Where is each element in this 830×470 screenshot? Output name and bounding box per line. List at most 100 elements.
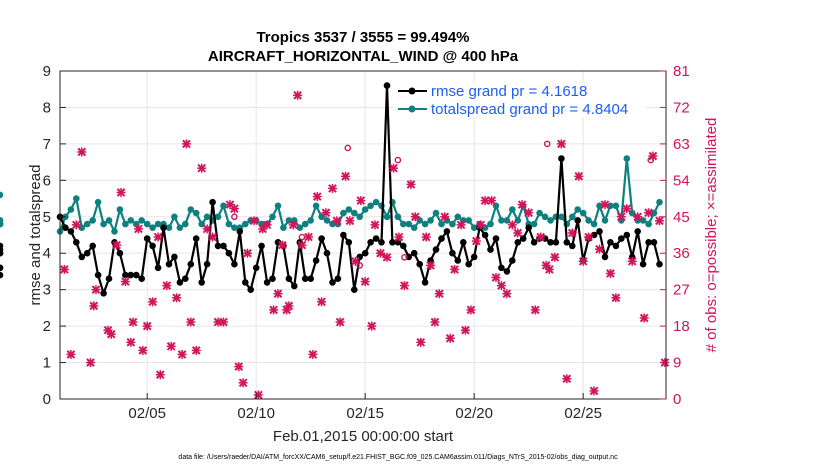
rmse-point xyxy=(122,271,129,279)
obs-assimilated-marker xyxy=(476,220,486,230)
totalspread-point xyxy=(94,198,102,206)
y-tick-label: 4 xyxy=(43,245,51,262)
y2-tick-label: 81 xyxy=(673,63,690,80)
rmse-point xyxy=(252,264,260,272)
axis-ticks xyxy=(60,70,666,400)
rmse-point xyxy=(465,260,473,268)
y-tick-label: 6 xyxy=(43,172,51,189)
y-tick-label: 9 xyxy=(43,63,51,80)
rmse-point xyxy=(0,264,4,272)
rmse-point xyxy=(73,239,80,246)
obs-assimilated-marker xyxy=(410,212,420,222)
obs-assimilated-marker xyxy=(273,289,283,299)
totalspread-point xyxy=(465,217,473,224)
totalspread-point xyxy=(421,220,429,228)
rmse-point xyxy=(443,228,451,235)
rmse-point xyxy=(312,257,320,264)
obs-assimilated-marker xyxy=(345,216,355,226)
rmse-point xyxy=(83,249,91,257)
obs-assimilated-marker xyxy=(426,260,436,270)
totalspread-point xyxy=(487,220,494,228)
rmse-point xyxy=(78,253,86,261)
totalspread-point xyxy=(231,224,238,231)
y2-tick-labels: 0 9 18 27 36 45 54 63 72 81 xyxy=(673,63,690,408)
obs-assimilated-marker xyxy=(487,196,497,206)
rmse-point xyxy=(389,239,396,246)
rmse-point xyxy=(650,239,658,246)
rmse-point xyxy=(100,290,107,297)
obs-assimilated-marker xyxy=(633,212,643,222)
x-tick-label: 02/25 xyxy=(564,405,602,422)
obs-assimilated-marker xyxy=(370,220,380,230)
rmse-point xyxy=(454,257,462,264)
totalspread-point xyxy=(301,220,309,228)
rmse-point xyxy=(318,235,325,242)
obs-assimilated-marker xyxy=(406,179,416,189)
rmse-point xyxy=(143,235,151,242)
x-tick-label: 02/15 xyxy=(346,405,384,422)
rmse-point xyxy=(198,279,205,286)
rmse-point xyxy=(432,246,440,253)
totalspread-point xyxy=(182,220,189,228)
obs-assimilated-marker xyxy=(611,293,621,303)
rmse-point xyxy=(525,224,532,231)
y2-tick-label: 63 xyxy=(673,136,690,153)
totalspread-point xyxy=(498,217,505,224)
y2-tick-label: 54 xyxy=(673,172,690,189)
chart-title: Tropics 3537 / 3555 = 99.494% xyxy=(256,29,469,46)
rmse-point xyxy=(481,231,489,239)
obs-assimilated-marker xyxy=(544,264,554,274)
obs-assimilated-marker xyxy=(367,321,377,331)
totalspread-point xyxy=(67,206,75,213)
totalspread-point xyxy=(449,220,456,228)
rmse-point xyxy=(400,242,407,250)
obs-assimilated-marker xyxy=(66,349,76,359)
totalspread-point xyxy=(154,220,162,228)
obs-assimilated-marker xyxy=(234,362,244,372)
rmse-point xyxy=(367,239,374,246)
totalspread-point xyxy=(242,220,249,228)
obs-assimilated-marker xyxy=(312,192,322,202)
totalspread-point xyxy=(274,202,282,210)
rmse-point xyxy=(334,275,342,283)
rmse-point xyxy=(171,253,178,261)
rmse-point xyxy=(383,82,391,89)
rmse-point xyxy=(176,279,184,286)
obs-assimilated-marker xyxy=(172,293,182,303)
y2-axis-label: # of obs: o=possible; ×=assimilated xyxy=(703,118,720,353)
rmse-point xyxy=(618,235,625,242)
obs-assimilated-marker xyxy=(389,163,399,173)
obs-assimilated-marker xyxy=(120,277,130,287)
obs-assimilated-marker xyxy=(249,216,259,226)
obs-assimilated-marker xyxy=(622,204,632,214)
rmse-point xyxy=(563,239,571,246)
rmse-point xyxy=(596,228,603,235)
obs-assimilated-marker xyxy=(480,196,490,206)
grid xyxy=(60,71,666,399)
obs-assimilated-marker xyxy=(639,313,649,323)
obs-assimilated-marker xyxy=(375,248,385,258)
rmse-point xyxy=(487,246,494,253)
rmse-point xyxy=(165,260,173,268)
obs-possible-marker xyxy=(231,213,238,221)
x-tick-label: 02/05 xyxy=(128,405,166,422)
obs-assimilated-marker xyxy=(238,378,248,388)
rmse-point xyxy=(220,242,227,250)
rmse-point xyxy=(656,260,663,268)
rmse-point xyxy=(340,231,347,239)
rmse-point xyxy=(236,228,244,235)
obs-assimilated-marker xyxy=(297,240,307,250)
totalspread-point xyxy=(105,217,113,224)
rmse-point xyxy=(460,239,467,246)
totalspread-point xyxy=(220,202,227,210)
obs-possible-marker xyxy=(356,262,364,269)
y2-tick-label: 45 xyxy=(673,209,690,226)
y-tick-label: 5 xyxy=(43,209,51,226)
obs-assimilated-marker xyxy=(574,171,584,181)
rmse-point xyxy=(509,257,516,264)
rmse-series xyxy=(0,82,663,297)
rmse-point xyxy=(569,242,576,250)
totalspread-point xyxy=(574,206,581,213)
totalspread-point xyxy=(187,206,195,213)
rmse-point xyxy=(574,217,581,224)
